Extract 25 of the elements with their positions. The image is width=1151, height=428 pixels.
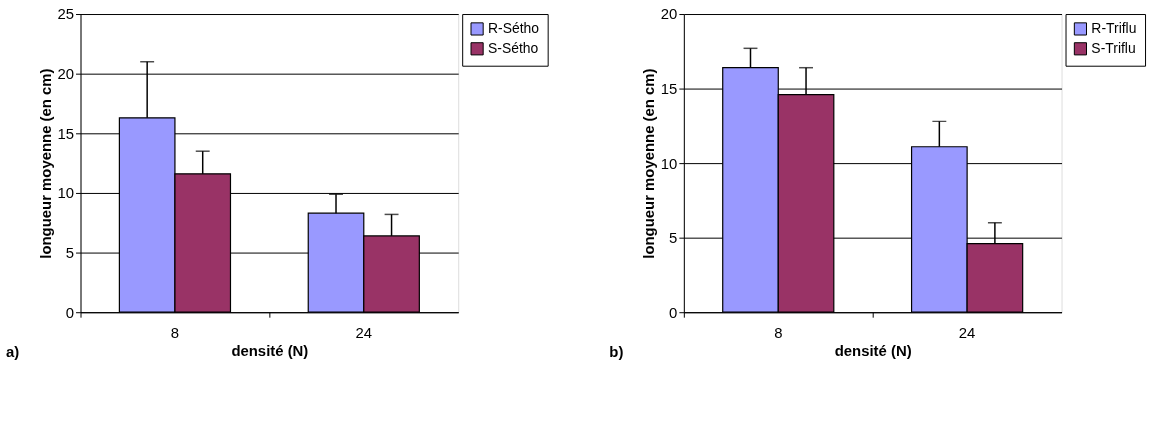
x-tick-label: 24 [355,324,373,341]
y-axis-title: longueur moyenne (en cm) [37,68,54,259]
y-tick-label: 5 [669,230,678,247]
x-axis-title: densité (N) [834,343,912,360]
y-tick-label: 25 [57,6,75,23]
y-tick-label: 20 [57,66,75,83]
legend-label: S-Sétho [488,39,539,56]
x-tick-label: 8 [774,324,783,341]
x-tick-label: 8 [170,324,180,341]
y-tick-label: 10 [57,185,75,202]
text: a) [5,343,20,360]
text: b) [609,343,624,360]
y-tick-label: 15 [660,81,678,98]
y-tick-label: 5 [65,245,75,262]
y-axis-title: longueur moyenne (en cm) [640,68,657,259]
x-axis-title: densité (N) [231,343,309,360]
y-tick-label: 20 [660,6,678,23]
y-tick-label: 0 [65,304,75,321]
legend-label: S-Triflu [1091,39,1136,56]
y-tick-label: 15 [57,125,75,142]
legend-label: R-Triflu [1091,19,1137,36]
x-tick-label: 24 [958,324,976,341]
legend-label: R-Sétho [488,19,540,36]
y-tick-label: 0 [669,304,678,321]
y-tick-label: 10 [660,155,678,172]
